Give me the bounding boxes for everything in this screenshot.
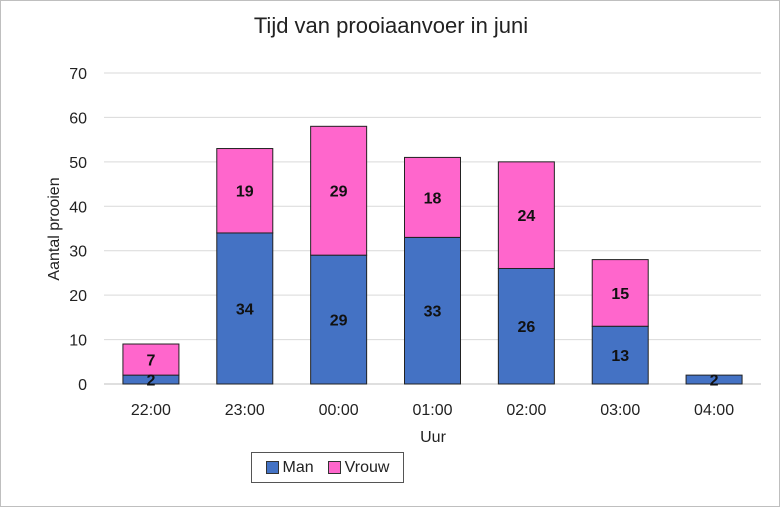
y-tick-label: 10 [69,333,87,350]
y-tick-label: 0 [78,377,87,394]
chart-title: Tijd van prooiaanvoer in juni [253,13,529,38]
bar-vrouw [591,259,649,327]
bar-vrouw [216,148,274,234]
legend-item-man: Man [265,458,314,477]
bars [122,125,743,385]
data-label: 7 [146,353,155,370]
y-axis-title: Aantal prooien [46,177,63,280]
data-label: 19 [236,184,254,201]
bar-vrouw [497,161,555,269]
labels: 0 10 20 30 40 50 60 70 2 7 22:00 34 19 23:00 29 29 00:00… [69,66,734,419]
y-tick-label: 30 [69,244,87,261]
y-tick-label: 50 [69,155,87,172]
data-label: 15 [611,286,629,303]
data-label: 26 [517,319,535,336]
data-label: 13 [611,348,629,365]
x-tick-label: 22:00 [131,402,171,419]
x-tick-label: 00:00 [319,402,359,419]
x-axis-title: Uur [420,429,446,446]
legend-swatch-vrouw [327,461,341,474]
legend-label-vrouw: Vrouw [344,458,390,476]
data-label: 29 [330,184,348,201]
x-tick-label: 01:00 [412,402,452,419]
data-label: 18 [424,190,442,207]
data-label: 2 [146,373,155,390]
data-label: 34 [236,301,254,318]
bar-man [310,254,368,385]
legend: Man Vrouw [251,452,404,483]
legend-swatch-man [265,461,279,474]
bar-vrouw [310,125,368,256]
bar-man [591,325,649,385]
y-tick-label: 40 [69,199,87,216]
data-label: 2 [710,373,719,390]
bar-man [216,232,274,385]
legend-label-man: Man [282,458,314,476]
data-label: 24 [517,208,535,225]
x-tick-label: 03:00 [600,402,640,419]
legend-item-vrouw: Vrouw [327,458,390,477]
x-tick-label: 23:00 [225,402,265,419]
bar-vrouw [122,343,180,376]
bar-man [404,236,461,385]
y-tick-label: 60 [69,110,87,127]
data-label: 29 [330,313,348,330]
y-tick-label: 70 [69,66,87,83]
bar-vrouw [404,156,461,238]
data-label: 33 [424,304,442,321]
y-tick-label: 20 [69,288,87,305]
bar-man [685,374,743,385]
x-tick-label: 04:00 [694,402,734,419]
x-tick-label: 02:00 [506,402,546,419]
